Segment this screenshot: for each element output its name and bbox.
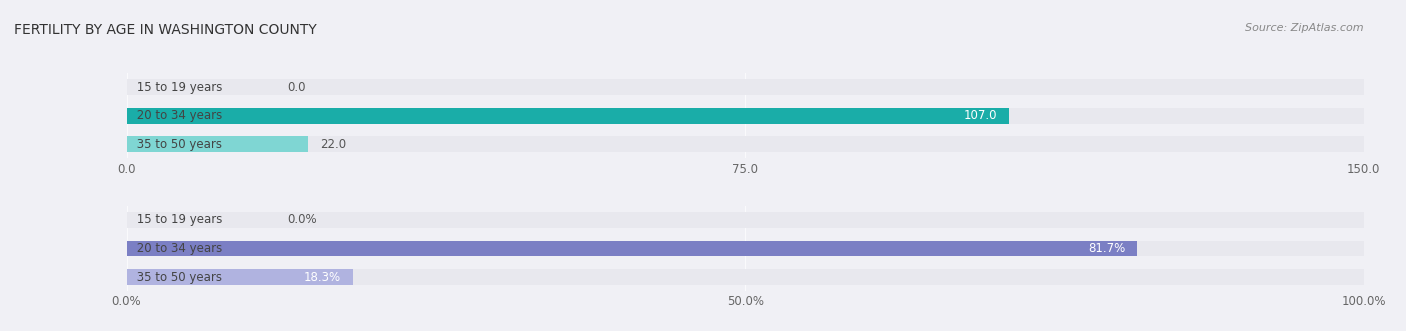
Bar [127, 108, 1364, 123]
Text: 18.3%: 18.3% [304, 270, 340, 284]
Text: 0.0%: 0.0% [287, 213, 316, 226]
Bar [127, 269, 1364, 285]
Text: 0.0: 0.0 [287, 80, 307, 94]
Text: 81.7%: 81.7% [1088, 242, 1125, 255]
Text: 35 to 50 years: 35 to 50 years [132, 138, 222, 151]
Bar [127, 108, 1010, 123]
Bar [127, 79, 1364, 95]
Text: 20 to 34 years: 20 to 34 years [132, 109, 222, 122]
Text: FERTILITY BY AGE IN WASHINGTON COUNTY: FERTILITY BY AGE IN WASHINGTON COUNTY [14, 23, 316, 37]
Text: 20 to 34 years: 20 to 34 years [132, 242, 222, 255]
Text: 107.0: 107.0 [963, 109, 997, 122]
Text: 15 to 19 years: 15 to 19 years [132, 80, 222, 94]
Bar [127, 212, 1364, 228]
Bar [127, 241, 1137, 256]
Bar [127, 241, 1364, 256]
Bar [127, 269, 353, 285]
Text: 15 to 19 years: 15 to 19 years [132, 213, 222, 226]
Text: 35 to 50 years: 35 to 50 years [132, 270, 222, 284]
Bar [127, 136, 1364, 152]
Text: 22.0: 22.0 [321, 138, 346, 151]
Text: Source: ZipAtlas.com: Source: ZipAtlas.com [1246, 23, 1364, 33]
Bar [127, 136, 308, 152]
